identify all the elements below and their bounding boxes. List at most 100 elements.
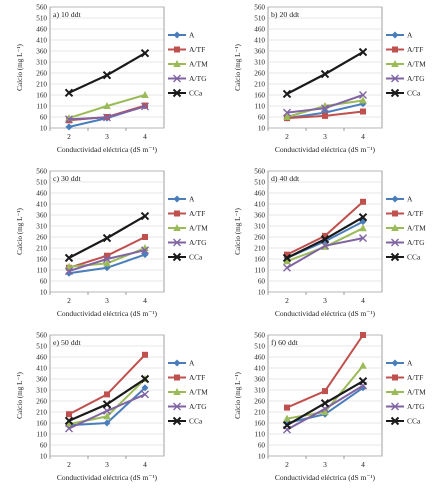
y-tick-label: 160 [254,420,265,428]
y-tick-label: 260 [36,70,47,78]
data-point [65,123,73,131]
data-point [65,267,73,276]
chart-panel: 10 60 110 160 210 260 310 360 410 460 510 560 2 3 4 Cal… [234,168,426,319]
x-tick-label: 4 [361,460,365,469]
data-point [65,424,73,433]
data-point [142,351,148,358]
y-tick-label: 460 [36,26,47,34]
legend-label: CCa [407,89,421,98]
data-point [104,391,110,398]
legend-label: A/TG [407,74,425,83]
panel-title: d) 40 ddt [271,174,300,183]
data-point [66,411,72,418]
y-tick-label: 60 [258,114,266,122]
y-tick-label: 110 [36,431,47,439]
data-point [141,102,149,111]
data-point [283,113,291,120]
data-point [103,406,111,415]
y-tick-label: 360 [36,212,47,220]
data-point [320,234,330,244]
x-axis-label: Conductividad eléctrica (dS m⁻¹) [275,473,376,482]
data-point [283,257,291,265]
data-point [65,115,73,124]
y-tick-label: 260 [254,70,265,78]
data-point [358,376,368,386]
y-axis-label: Calcio (mg L⁻¹) [16,208,24,255]
legend-label: A/TF [189,373,205,382]
legend-label: A [407,31,413,40]
y-tick-label: 560 [254,332,265,340]
x-tick-label: 4 [143,132,147,141]
y-tick-label: 160 [36,92,47,100]
data-point [358,47,368,57]
legend-label: A/TF [189,209,205,218]
y-tick-label: 210 [36,409,47,417]
data-point [320,398,330,408]
chart-panel: 10 60 110 160 210 260 310 360 410 460 510 560 2 3 4 Cal… [234,4,426,155]
data-point [102,70,112,80]
data-point [322,388,328,395]
legend-marker [392,46,398,53]
y-tick-label: 410 [36,201,47,209]
data-point [140,211,150,221]
y-axis-label: Calcio (mg L⁻¹) [234,208,242,255]
y-tick-label: 110 [254,431,265,439]
chart-panel: 10 60 110 160 210 260 310 360 410 460 510 560 2 3 4 Cal… [16,168,208,319]
data-point [65,262,73,270]
data-point [64,416,74,426]
x-tick-label: 2 [285,296,289,305]
legend-label: A/TG [407,238,425,247]
data-point [103,412,111,420]
data-point [282,89,292,99]
y-axis-label: Calcio (mg L⁻¹) [16,44,24,91]
y-tick-label: 410 [254,201,265,209]
data-point [141,384,149,392]
y-tick-label: 360 [254,212,265,220]
x-tick-label: 2 [67,460,71,469]
legend-label: A [189,31,195,40]
y-tick-label: 410 [254,365,265,373]
legend-marker [173,60,181,67]
plot-area [267,334,383,457]
y-tick-label: 460 [254,190,265,198]
y-tick-label: 210 [254,245,265,253]
legend-label: A/TG [189,238,207,247]
data-point [321,104,329,113]
legend-label: CCa [407,417,421,426]
legend-label: A [189,195,195,204]
y-tick-label: 60 [258,442,266,450]
legend-label: A [407,195,413,204]
legend-label: A [189,359,195,368]
x-tick-label: 2 [285,132,289,141]
data-point [359,361,367,369]
data-point [141,246,149,255]
data-point [65,420,73,428]
data-point [64,88,74,98]
legend-marker [173,238,181,247]
legend-marker [390,252,400,262]
y-tick-label: 360 [254,48,265,56]
legend-marker [172,88,182,98]
y-tick-label: 360 [36,48,47,56]
data-point [360,108,366,115]
legend-label: A/TF [407,373,423,382]
data-point [360,198,366,205]
data-point [282,253,292,263]
legend-marker [391,74,399,83]
x-tick-label: 3 [323,296,327,305]
plot-area [49,6,165,129]
data-point [103,255,111,263]
data-point [322,112,328,119]
legend-marker [173,195,181,203]
y-tick-label: 160 [254,256,265,264]
data-point [359,96,367,104]
chart-panel: 10 60 110 160 210 260 310 360 410 460 510 560 2 3 4 Cal… [234,332,426,483]
data-point [140,48,150,58]
x-tick-label: 2 [285,460,289,469]
y-tick-label: 210 [36,81,47,89]
legend-label: A/TM [189,224,208,233]
legend-marker [391,402,399,411]
legend-marker [173,74,181,83]
y-tick-label: 510 [254,343,265,351]
